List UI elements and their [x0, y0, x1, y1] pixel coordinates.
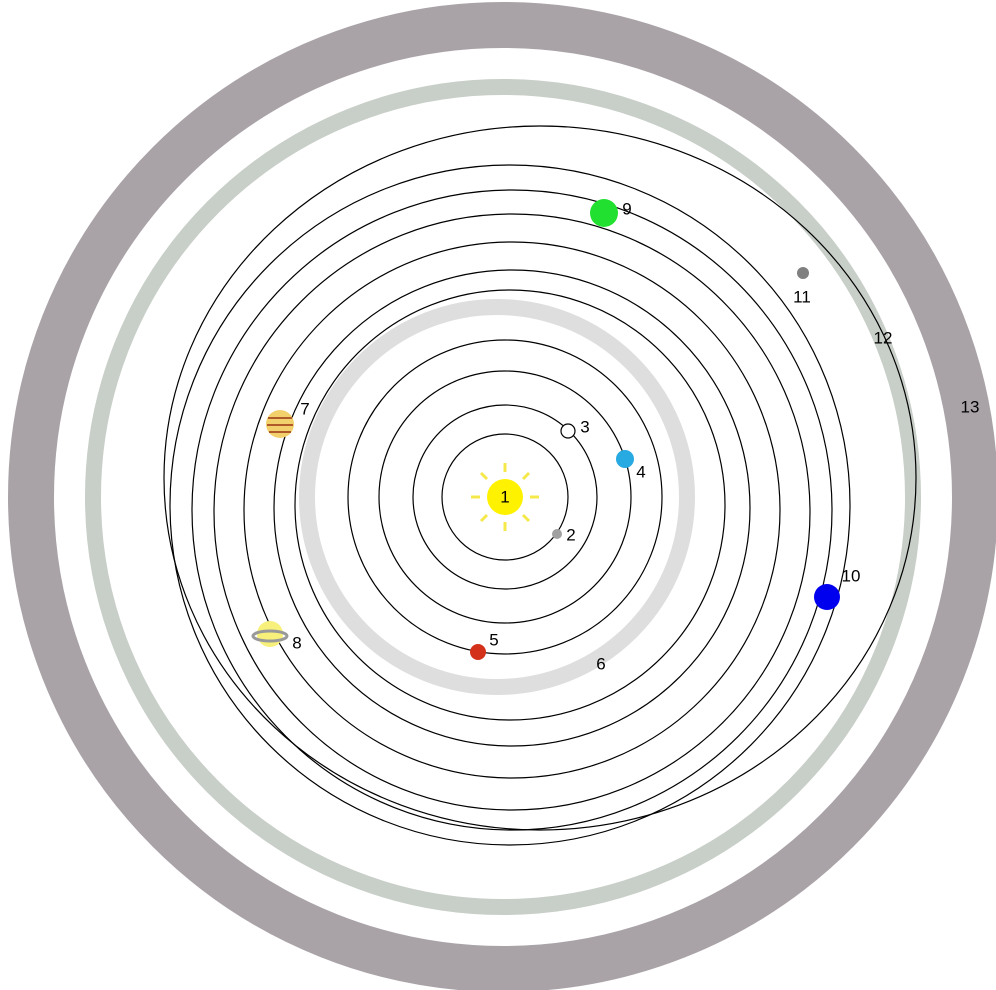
orbit — [412, 404, 598, 590]
label: 9 — [622, 199, 631, 218]
orbit — [213, 213, 811, 811]
sun-ray — [521, 513, 531, 523]
label: 12 — [874, 328, 893, 347]
kuiper-ring — [85, 79, 921, 915]
label: 7 — [300, 399, 309, 418]
saturn-body — [257, 621, 283, 647]
orbit — [378, 370, 632, 624]
label: 5 — [489, 630, 498, 649]
orbit — [273, 269, 751, 747]
label: 11 — [793, 287, 811, 306]
orbits — [163, 125, 917, 846]
saturn — [251, 621, 289, 647]
earth — [616, 450, 634, 468]
orbit — [191, 189, 833, 831]
asteroid-belt — [299, 299, 695, 695]
label: 8 — [292, 633, 301, 652]
orbit — [163, 125, 917, 831]
label: 3 — [580, 417, 589, 436]
orbit — [294, 289, 726, 721]
label: 4 — [636, 462, 645, 481]
label: 1 — [500, 487, 509, 506]
labels: 1 2 3 4 5 6 7 8 9 10 11 12 13 — [292, 199, 979, 673]
jupiter — [266, 410, 294, 438]
label: 13 — [961, 397, 980, 416]
orbit — [441, 433, 569, 561]
sun-ray — [479, 513, 489, 523]
label: 10 — [842, 566, 861, 585]
orbit — [243, 241, 781, 779]
sun-body — [487, 479, 523, 515]
outer-ring — [8, 2, 996, 990]
sun — [471, 463, 539, 531]
venus — [560, 423, 576, 439]
saturn-ring — [251, 629, 289, 643]
uranus — [590, 199, 618, 227]
orbit — [347, 339, 663, 655]
orbit — [169, 164, 851, 846]
pluto — [797, 267, 809, 279]
label: 2 — [566, 525, 575, 544]
mercury — [552, 529, 562, 539]
neptune — [814, 584, 840, 610]
sun-ray — [479, 471, 489, 481]
mars — [470, 644, 486, 660]
label: 6 — [596, 654, 605, 673]
sun-ray — [521, 471, 531, 481]
